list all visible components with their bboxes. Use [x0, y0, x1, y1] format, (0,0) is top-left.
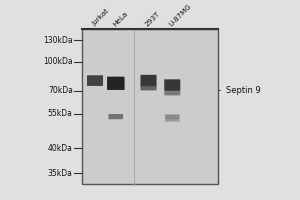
- FancyBboxPatch shape: [164, 79, 180, 91]
- FancyBboxPatch shape: [87, 75, 103, 86]
- Text: Jurkat: Jurkat: [91, 8, 110, 27]
- FancyBboxPatch shape: [140, 75, 157, 86]
- FancyBboxPatch shape: [165, 114, 180, 119]
- Text: 130kDa: 130kDa: [43, 36, 73, 45]
- Text: 40kDa: 40kDa: [48, 144, 73, 153]
- Text: 100kDa: 100kDa: [43, 57, 73, 66]
- Text: HeLa: HeLa: [112, 10, 129, 27]
- FancyBboxPatch shape: [107, 77, 124, 90]
- Text: U-87MG: U-87MG: [168, 3, 193, 27]
- FancyBboxPatch shape: [165, 118, 180, 122]
- FancyBboxPatch shape: [140, 85, 157, 90]
- Text: 70kDa: 70kDa: [48, 86, 73, 95]
- Text: 293T: 293T: [144, 10, 161, 27]
- Text: 55kDa: 55kDa: [48, 109, 73, 118]
- FancyBboxPatch shape: [164, 91, 180, 95]
- FancyBboxPatch shape: [109, 114, 123, 119]
- Bar: [82, 29, 218, 184]
- Text: Septin 9: Septin 9: [218, 86, 260, 95]
- Text: 35kDa: 35kDa: [48, 169, 73, 178]
